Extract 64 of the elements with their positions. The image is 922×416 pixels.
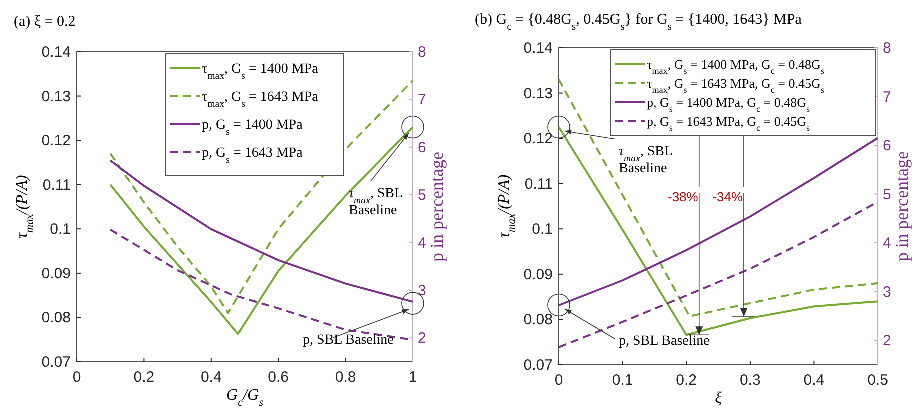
y2-tick-label: 3 [418, 282, 426, 300]
x-tick-label: 0.4 [200, 369, 222, 386]
y-tick-label: 0.07 [42, 354, 71, 371]
legend-label: τ$_{max}$, G$_{s}$ = 1643 MPa, G$_{c}$ = 0.45G$_{s}$ [647, 76, 825, 95]
y2-tick-label: 4 [418, 234, 426, 252]
y-tick-label: 0.14 [524, 40, 553, 57]
y-tick-label: 0.14 [42, 44, 71, 61]
x-tick-label: 0.5 [868, 372, 888, 389]
x-tick-label: 0 [72, 369, 82, 386]
y-tick-label: 0.13 [524, 85, 553, 102]
y2-tick-label: 8 [883, 40, 892, 57]
line-series [110, 80, 414, 314]
annotation: -38% [668, 189, 699, 204]
y2-axis-title: p in percentage [427, 152, 447, 262]
y-tick-label: 0.11 [42, 176, 71, 194]
annotation: -34% [712, 189, 744, 204]
y-tick-label: 0.12 [42, 132, 71, 150]
x-tick-label: 0.8 [335, 369, 356, 386]
annotation: p, SBL Baseline [303, 333, 394, 348]
legend-label: τ$_{max}$, G$_{s}$ = 1400 MPa, G$_{c}$ = 0.48G$_{s}$ [647, 57, 825, 76]
y-tick-label: 0.12 [524, 130, 553, 148]
legend-label: p, G$_{s}$ = 1643 MPa, G$_{c}$ = 0.45G$_{s}$ [647, 114, 810, 133]
x-axis-title: G$_{c}$/G$_{s}$ [226, 387, 264, 409]
y2-tick-label: 6 [418, 139, 426, 156]
chart-title: (a) ξ = 0.2 [14, 14, 76, 30]
x-tick-label: 1 [408, 369, 418, 386]
y-tick-label: 0.1 [50, 221, 71, 238]
y2-tick-label: 6 [883, 138, 892, 155]
y-tick-label: 0.11 [524, 176, 553, 193]
y2-tick-label: 2 [883, 332, 892, 350]
chart-title: (b) G$_{c}$ = {0.48G$_{s}$, 0.45G$_{s}$} for G$_{s}$ = {1400, 1643} MPa [475, 12, 802, 32]
annotation: τ$_{max}$, SBL Baseline [619, 144, 674, 176]
y-tick-label: 0.08 [524, 312, 553, 329]
x-tick-label: 0 [554, 372, 564, 389]
annotation: p, SBL Baseline [619, 334, 710, 349]
legend-label: τ$_{max}$, G$_{s}$ = 1643 MPa [202, 90, 320, 110]
y2-axis-title: p in percentage [892, 152, 912, 262]
legend-label: p, G$_{s}$ = 1400 MPa [202, 118, 304, 138]
y-tick-label: 0.13 [42, 88, 71, 106]
y-tick-label: 0.07 [524, 357, 553, 374]
x-tick-label: 0.2 [134, 369, 155, 386]
y2-tick-label: 4 [883, 235, 892, 252]
x-tick-label: 0.6 [268, 369, 290, 386]
y2-tick-label: 2 [418, 330, 426, 348]
y-tick-label: 0.09 [42, 265, 71, 282]
y2-tick-label: 3 [883, 284, 892, 301]
x-axis-title: ξ [715, 390, 722, 407]
x-tick-label: 0.4 [804, 372, 825, 389]
y2-tick-label: 7 [883, 88, 892, 106]
y-tick-label: 0.08 [42, 310, 71, 327]
legend-label: p, G$_{s}$ = 1400 MPa, G$_{c}$ = 0.48G$_{s}$ [647, 95, 810, 114]
legend-label: τ$_{max}$, G$_{s}$ = 1400 MPa [202, 62, 320, 82]
y-tick-label: 0.1 [532, 221, 553, 238]
annotation: τ$_{max}$, SBL Baseline [349, 186, 404, 218]
line-series [558, 78, 879, 318]
y2-tick-label: 8 [418, 44, 426, 61]
x-tick-label: 0.2 [676, 372, 698, 389]
y2-tick-label: 7 [418, 92, 426, 109]
legend-label: p, G$_{s}$ = 1643 MPa [202, 146, 304, 166]
y2-tick-label: 5 [418, 187, 426, 204]
x-tick-label: 0.1 [612, 372, 634, 389]
y2-tick-label: 5 [883, 186, 892, 204]
x-tick-label: 0.3 [740, 372, 761, 389]
y-tick-label: 0.09 [524, 266, 553, 284]
